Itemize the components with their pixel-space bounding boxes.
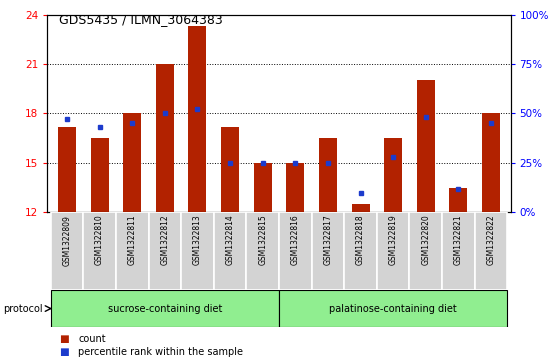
Bar [279, 290, 507, 327]
Text: GSM1322819: GSM1322819 [389, 215, 398, 265]
Bar [123, 114, 141, 212]
Text: GSM1322814: GSM1322814 [225, 215, 234, 265]
Text: GSM1322810: GSM1322810 [95, 215, 104, 265]
Bar [279, 212, 311, 290]
Text: GSM1322818: GSM1322818 [356, 215, 365, 265]
Text: GSM1322813: GSM1322813 [193, 215, 202, 265]
Text: ■: ■ [59, 334, 68, 344]
Bar [352, 204, 369, 212]
Bar [311, 212, 344, 290]
Bar [319, 138, 337, 212]
Text: GSM1322817: GSM1322817 [324, 215, 333, 265]
Bar [377, 212, 410, 290]
Text: GSM1322811: GSM1322811 [128, 215, 137, 265]
Text: count: count [78, 334, 106, 344]
Bar [90, 138, 109, 212]
Text: protocol: protocol [3, 303, 42, 314]
Text: ■: ■ [59, 347, 68, 357]
Bar [214, 212, 247, 290]
Bar [449, 188, 468, 212]
Text: GSM1322815: GSM1322815 [258, 215, 267, 265]
Bar [475, 212, 507, 290]
Bar [254, 163, 272, 212]
Bar [442, 212, 475, 290]
Text: GDS5435 / ILMN_3064383: GDS5435 / ILMN_3064383 [59, 13, 222, 26]
Bar [116, 212, 148, 290]
Text: GSM1322820: GSM1322820 [421, 215, 430, 265]
Bar [417, 81, 435, 212]
Bar [482, 114, 500, 212]
Bar [181, 212, 214, 290]
Text: GSM1322809: GSM1322809 [62, 215, 71, 266]
Bar [247, 212, 279, 290]
Bar [221, 127, 239, 212]
Bar [51, 212, 83, 290]
Text: GSM1322822: GSM1322822 [487, 215, 496, 265]
Bar [51, 290, 279, 327]
Bar [156, 64, 174, 212]
Bar [58, 127, 76, 212]
Bar [189, 26, 206, 212]
Text: GSM1322821: GSM1322821 [454, 215, 463, 265]
Text: GSM1322812: GSM1322812 [160, 215, 169, 265]
Bar [384, 138, 402, 212]
Text: percentile rank within the sample: percentile rank within the sample [78, 347, 243, 357]
Bar [344, 212, 377, 290]
Text: sucrose-containing diet: sucrose-containing diet [108, 303, 222, 314]
Bar [286, 163, 304, 212]
Text: palatinose-containing diet: palatinose-containing diet [329, 303, 457, 314]
Text: GSM1322816: GSM1322816 [291, 215, 300, 265]
Bar [83, 212, 116, 290]
Bar [148, 212, 181, 290]
Bar [410, 212, 442, 290]
